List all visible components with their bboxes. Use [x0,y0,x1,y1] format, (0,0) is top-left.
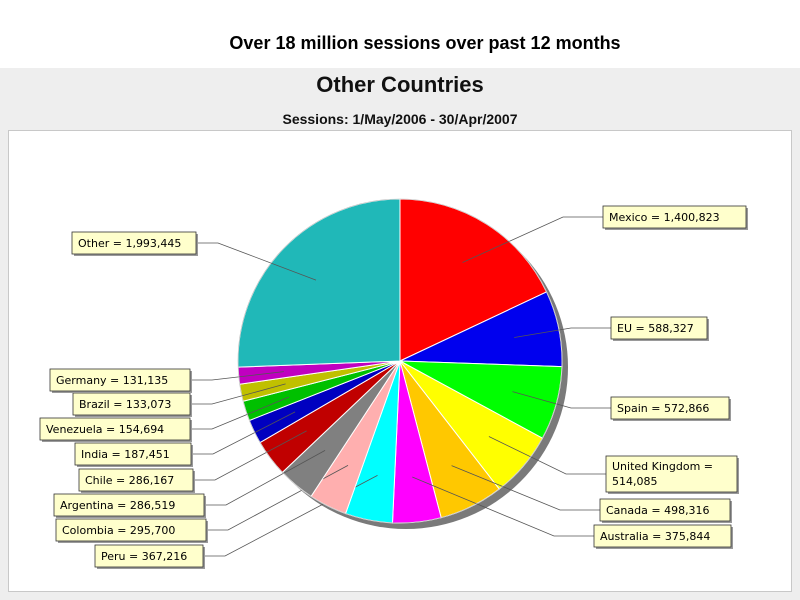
label-box-venezuela [39,417,191,441]
slice-label-colombia: Colombia = 295,700 [62,524,175,537]
label-box-other [71,231,197,255]
slice-label-spain: Spain = 572,866 [617,402,709,415]
slice-label-mexico: Mexico = 1,400,823 [609,211,720,224]
label-box-germany [49,368,191,392]
leader-line-india [191,411,296,455]
slice-label-united-kingdom: United Kingdom = 514,085 [612,460,713,488]
chart-subtitle: Sessions: 1/May/2006 - 30/Apr/2007 [282,111,518,127]
slice-label-argentina: Argentina = 286,519 [60,499,175,512]
slice-label-india: India = 187,451 [81,448,170,461]
label-box-peru [94,544,204,568]
label-box-canada [599,498,731,522]
label-box-eu [610,316,708,340]
slice-label-canada: Canada = 498,316 [606,504,710,517]
leader-line-chile [193,430,307,481]
label-box-argentina [53,493,205,517]
slice-label-eu: EU = 588,327 [617,322,694,335]
leader-line-brazil [190,383,286,405]
leader-line-united-kingdom [488,436,606,475]
slice-label-australia: Australia = 375,844 [600,530,710,543]
leader-line-venezuela [190,396,290,430]
slice-label-brazil: Brazil = 133,073 [79,398,171,411]
label-box-spain [610,396,730,420]
leader-line-canada [451,465,600,511]
leader-line-germany [190,371,284,381]
leader-line-eu [514,327,611,338]
chart-title: Other Countries [316,72,484,97]
pie-outline [237,198,563,524]
slide-title: Over 18 million sessions over past 12 mo… [229,33,621,53]
leader-line-argentina [204,450,326,506]
label-box-mexico [602,205,747,229]
label-box-united-kingdom [605,455,738,493]
label-box-india [74,442,192,466]
label-box-colombia [55,518,207,542]
leader-line-spain [512,391,611,409]
slice-label-germany: Germany = 131,135 [56,374,168,387]
leader-line-other [196,242,317,281]
leader-line-australia [412,476,594,537]
label-box-australia [593,524,732,548]
slice-label-peru: Peru = 367,216 [101,550,187,563]
leader-line-mexico [462,216,603,263]
slice-label-venezuela: Venezuela = 154,694 [46,423,164,436]
slice-label-other: Other = 1,993,445 [78,237,181,250]
slice-label-chile: Chile = 286,167 [85,474,174,487]
label-box-chile [78,468,194,492]
pie-slice-other [237,198,401,368]
